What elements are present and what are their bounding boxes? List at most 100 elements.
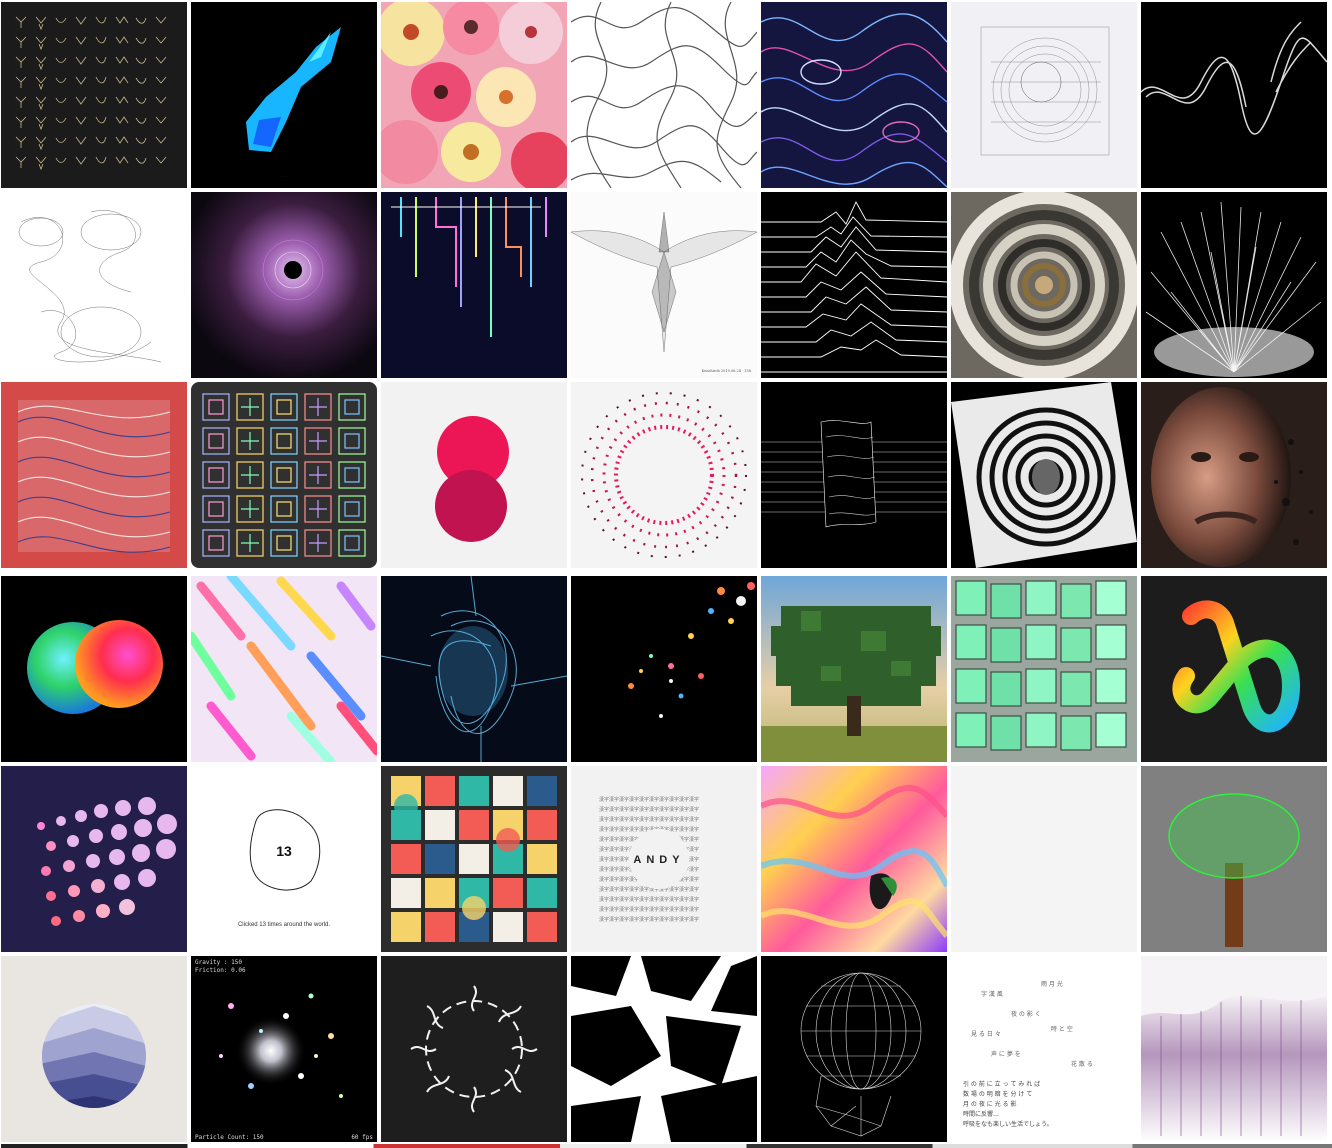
svg-text:字 漢 風: 字 漢 風: [981, 990, 1003, 998]
tile-ring-portrait[interactable]: [951, 382, 1137, 568]
particle-burst-artwork: [1141, 192, 1327, 378]
tile-purple-vortex[interactable]: [191, 192, 377, 378]
spiral-staircase-artwork: [951, 192, 1137, 378]
particle-count-readout: Particle Count: 150: [195, 1134, 264, 1141]
tile-kanji-andy[interactable]: 漢字漢字漢字漢字漢字漢字漢字漢字漢字漢字 漢字漢字漢字漢字漢字漢字漢字漢字漢字漢…: [571, 766, 757, 952]
kanji-line-2: 数 場 の 明 暗 を 分 け て: [963, 1090, 1032, 1098]
tile-pixel-tree[interactable]: [761, 576, 947, 762]
kanji-line-3: 月 の 夜 に 光 る 影: [963, 1100, 1016, 1108]
tile-truchet-curves[interactable]: [571, 2, 757, 188]
ink-scribble-artwork: [1, 192, 187, 378]
rainbow-knot-artwork: [1141, 576, 1327, 762]
svg-text:· · · · · ·: · · · · · ·: [279, 174, 290, 178]
tile-spiral-staircase[interactable]: [951, 192, 1137, 378]
xray-bird-artwork: Kenshiroh 2019.06.24 · 158: [571, 192, 757, 378]
kanji-andy-artwork: 漢字漢字漢字漢字漢字漢字漢字漢字漢字漢字 漢字漢字漢字漢字漢字漢字漢字漢字漢字漢…: [571, 766, 757, 952]
tile-blue-light-tangle[interactable]: [381, 576, 567, 762]
tile-colored-dots[interactable]: [571, 576, 757, 762]
purple-curtain-artwork: [1141, 956, 1327, 1142]
pink-circles-artwork: [381, 382, 567, 568]
next-row-strip: [1, 1144, 1332, 1148]
tile-pink-circles[interactable]: [381, 382, 567, 568]
fps-readout: 60 fps: [351, 1134, 373, 1141]
white-smoke-artwork: [1141, 2, 1327, 188]
tile-dissolving-face[interactable]: [1141, 382, 1327, 568]
tile-blue-contour-flow[interactable]: [761, 2, 947, 188]
kanji-line-4: 時間に反響…: [963, 1110, 999, 1118]
svg-text:漢字漢字漢字漢字漢字漢字漢字漢字漢字漢字: 漢字漢字漢字漢字漢字漢字漢字漢字漢字漢字: [599, 806, 699, 813]
tile-floating-kanji[interactable]: 字 漢 風 雨 月 光夜 の 影 く 見 る 日 々 時 と 空声 に 夢 を 花 …: [951, 956, 1137, 1142]
blue-light-artwork: [381, 576, 567, 762]
tile-layered-circle[interactable]: [1, 956, 187, 1142]
tile-dotted-ring[interactable]: [571, 382, 757, 568]
line-insects-artwork: [1, 2, 187, 188]
tile-neon-drip-lines[interactable]: [381, 192, 567, 378]
tile-rainbow-spheres[interactable]: [1, 576, 187, 762]
flower-collage-artwork: [381, 2, 567, 188]
tile-pink-bubble-rows[interactable]: [1, 766, 187, 952]
tile-rainbow-knot[interactable]: [1141, 576, 1327, 762]
friction-readout: Friction: 0.06: [195, 967, 246, 974]
ring-portrait-artwork: [951, 382, 1137, 568]
click-count-caption: Clicked 13 times around the world.: [238, 922, 330, 928]
rainbow-spheres-artwork: [1, 576, 187, 762]
floating-kanji-artwork: 字 漢 風 雨 月 光夜 の 影 く 見 る 日 々 時 と 空声 に 夢 を 花 …: [951, 956, 1137, 1142]
tile-flower-collage[interactable]: [381, 2, 567, 188]
tile-white-particle-burst[interactable]: [1141, 192, 1327, 378]
kanji-line-5: 呼吸をなも楽しい生活でしょう。: [963, 1120, 1053, 1128]
pixel-tree-artwork: [761, 576, 947, 762]
pastel-strokes-artwork: [191, 576, 377, 762]
neon-drip-artwork: [381, 192, 567, 378]
svg-text:声 に 夢 を: 声 に 夢 を: [991, 1050, 1021, 1058]
svg-text:雨 月 光: 雨 月 光: [1041, 980, 1063, 988]
squiggle-ring-artwork: [381, 956, 567, 1142]
svg-text:漢字漢字漢字漢字漢字漢字漢字漢字漢字漢字: 漢字漢字漢字漢字漢字漢字漢字漢字漢字漢字: [599, 816, 699, 823]
tile-pastel-strokes[interactable]: [191, 576, 377, 762]
tile-wireframe-head[interactable]: [761, 956, 947, 1142]
dissolving-face-artwork: [1141, 382, 1327, 568]
dotted-ring-artwork: [571, 382, 757, 568]
purple-vortex-artwork: [191, 192, 377, 378]
joy-division-artwork: [761, 192, 947, 378]
tile-purple-curtain[interactable]: [1141, 956, 1327, 1142]
tile-black-arrows[interactable]: [571, 956, 757, 1142]
tile-xray-bird[interactable]: Kenshiroh 2019.06.24 · 158: [571, 192, 757, 378]
truchet-curves-artwork: [571, 2, 757, 188]
tile-red-flow-field[interactable]: [1, 382, 187, 568]
marbled-paint-artwork: [761, 766, 947, 952]
tile-squiggle-ring[interactable]: [381, 956, 567, 1142]
tile-blue-voxel-shape[interactable]: · · · · · ·: [191, 2, 377, 188]
gravity-readout: Gravity : 150: [195, 959, 242, 966]
green-tree-artwork: [1141, 766, 1327, 952]
sketched-sphere-artwork: [951, 2, 1137, 188]
red-flow-field-artwork: [1, 382, 187, 568]
tile-joy-division-lines[interactable]: [761, 192, 947, 378]
tile-line-insects-grid[interactable]: [1, 2, 187, 188]
tile-pattern-tiles-grid[interactable]: [191, 382, 377, 568]
svg-text:漢字漢字漢字漢字漢字漢字漢字漢字漢字漢字: 漢字漢字漢字漢字漢字漢字漢字漢字漢字漢字: [599, 916, 699, 923]
tile-click-counter-blob[interactable]: 13 Clicked 13 times around the world.: [191, 766, 377, 952]
tile-sketched-sphere[interactable]: [951, 2, 1137, 188]
line-sculpture-artwork: [761, 382, 947, 568]
tile-marbled-paint[interactable]: [761, 766, 947, 952]
svg-text:漢字漢字漢字漢字漢字漢字漢字漢字漢字漢字: 漢字漢字漢字漢字漢字漢字漢字漢字漢字漢字: [599, 796, 699, 803]
layered-circle-artwork: [1, 956, 187, 1142]
blue-contour-artwork: [761, 2, 947, 188]
blank-artwork: [951, 766, 1137, 952]
tile-green-tree[interactable]: [1141, 766, 1327, 952]
tile-ink-scribble[interactable]: [1, 192, 187, 378]
black-arrows-artwork: [571, 956, 757, 1142]
tile-line-sculpture[interactable]: [761, 382, 947, 568]
tile-glowing-particles[interactable]: Gravity : 150 Friction: 0.06 Particle Co…: [191, 956, 377, 1142]
tile-bauhaus-tiles[interactable]: [381, 766, 567, 952]
svg-text:花 散 る: 花 散 る: [1071, 1060, 1093, 1068]
pattern-tiles-artwork: [191, 382, 377, 568]
svg-text:漢字漢字漢字漢字漢字漢字漢字漢字漢字漢字: 漢字漢字漢字漢字漢字漢字漢字漢字漢字漢字: [599, 886, 699, 893]
tile-white-smoke[interactable]: [1141, 2, 1327, 188]
tile-blank-tile[interactable]: [951, 766, 1137, 952]
kanji-line-1: 引 の 前 に 立 っ て み れ ば: [963, 1080, 1040, 1088]
bauhaus-tiles-artwork: [381, 766, 567, 952]
svg-text:夜 の 影 く: 夜 の 影 く: [1011, 1010, 1041, 1018]
tile-green-cubes[interactable]: [951, 576, 1137, 762]
